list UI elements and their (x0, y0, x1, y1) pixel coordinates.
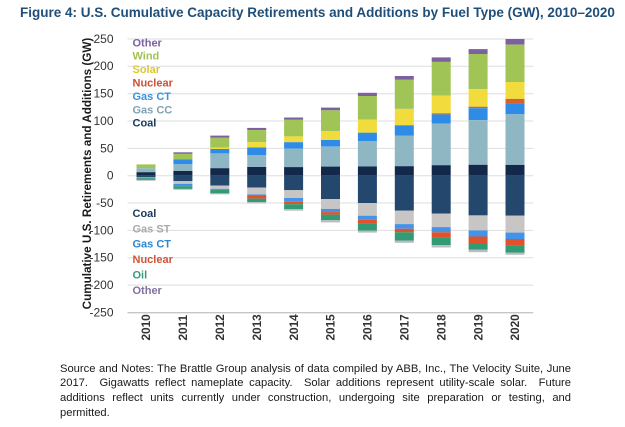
svg-text:Oil: Oil (133, 269, 148, 281)
svg-text:2018: 2018 (434, 314, 448, 341)
svg-text:Other: Other (133, 37, 163, 49)
svg-text:Gas CC: Gas CC (133, 104, 173, 116)
svg-text:100: 100 (93, 114, 113, 128)
svg-text:2012: 2012 (213, 314, 227, 341)
svg-text:Nuclear: Nuclear (133, 78, 174, 90)
svg-text:2013: 2013 (250, 314, 264, 341)
svg-text:-250: -250 (89, 305, 113, 319)
svg-text:-100: -100 (89, 223, 113, 237)
svg-text:Coal: Coal (133, 208, 157, 220)
svg-text:Gas ST: Gas ST (133, 223, 171, 235)
svg-text:Coal: Coal (133, 118, 157, 130)
svg-text:Gas CT: Gas CT (133, 239, 172, 251)
svg-text:-150: -150 (89, 251, 113, 265)
svg-text:2010: 2010 (139, 314, 153, 341)
svg-text:-50: -50 (96, 196, 114, 210)
svg-text:2020: 2020 (508, 314, 522, 341)
svg-text:Nuclear: Nuclear (133, 254, 174, 266)
svg-text:2014: 2014 (287, 314, 301, 341)
svg-text:2015: 2015 (324, 314, 338, 341)
svg-text:200: 200 (93, 59, 113, 73)
svg-text:250: 250 (93, 32, 113, 46)
svg-text:50: 50 (100, 141, 114, 155)
svg-text:Solar: Solar (133, 64, 161, 76)
svg-text:2017: 2017 (398, 314, 412, 341)
svg-text:Other: Other (133, 285, 163, 297)
svg-text:Figure 4: U.S. Cumulative Capa: Figure 4: U.S. Cumulative Capacity Retir… (20, 5, 615, 20)
svg-text:-200: -200 (89, 278, 113, 292)
svg-text:Gas CT: Gas CT (133, 91, 172, 103)
svg-text:150: 150 (93, 87, 113, 101)
svg-text:Cumulative U.S. Retirements an: Cumulative U.S. Retirements and Addition… (81, 38, 94, 310)
svg-text:2019: 2019 (471, 314, 485, 341)
svg-text:2016: 2016 (361, 314, 375, 341)
svg-text:0: 0 (107, 169, 114, 183)
svg-text:2011: 2011 (176, 314, 190, 340)
svg-text:Wind: Wind (133, 51, 160, 63)
